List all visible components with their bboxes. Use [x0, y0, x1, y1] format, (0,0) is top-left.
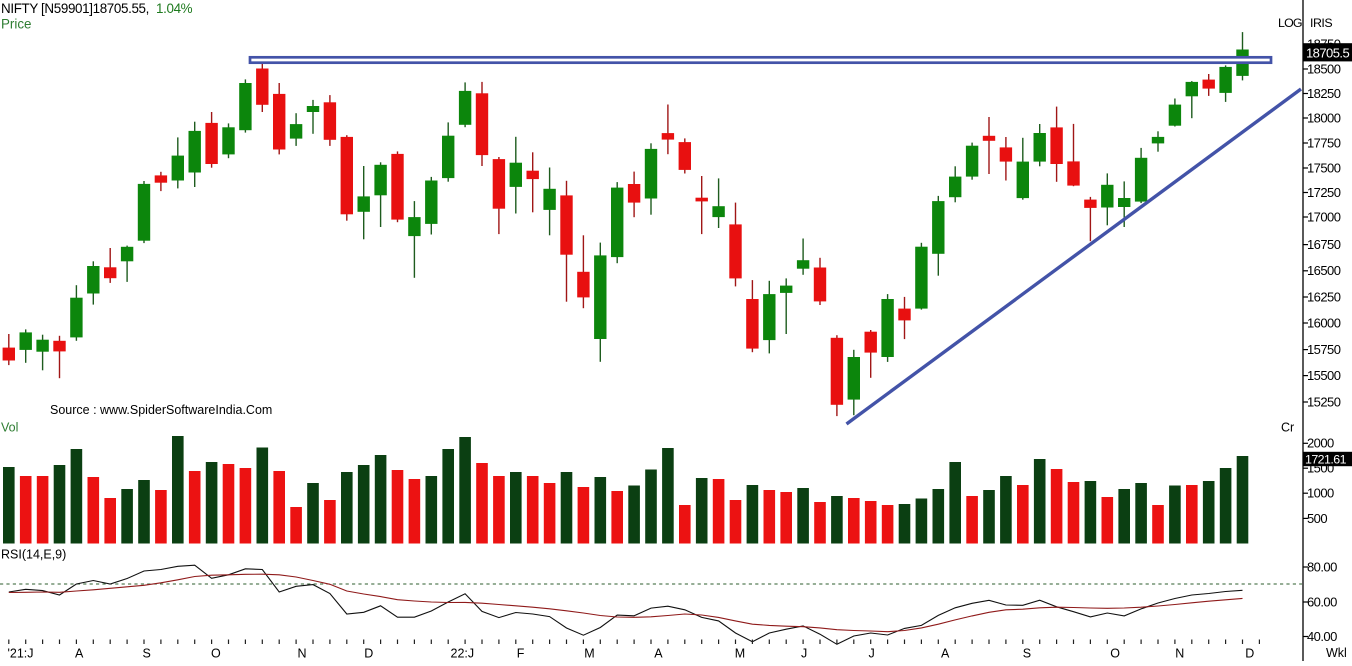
svg-text:Source : www.SpiderSoftwareInd: Source : www.SpiderSoftwareIndia.Com	[50, 403, 272, 417]
svg-text:D: D	[1245, 647, 1254, 661]
svg-text:NIFTY [N59901]18705.55,: NIFTY [N59901]18705.55,	[1, 1, 149, 16]
svg-text:1.04%: 1.04%	[156, 1, 193, 16]
svg-text:2000: 2000	[1307, 436, 1334, 451]
svg-text:'21:J: '21:J	[8, 647, 34, 661]
svg-text:17000: 17000	[1307, 209, 1341, 224]
svg-text:18705.5: 18705.5	[1306, 46, 1349, 61]
svg-text:17750: 17750	[1307, 135, 1341, 150]
svg-text:18500: 18500	[1307, 61, 1341, 76]
svg-text:S: S	[143, 647, 151, 661]
svg-text:1000: 1000	[1307, 486, 1334, 501]
svg-text:A: A	[654, 647, 663, 661]
svg-text:LOG: LOG	[1278, 16, 1302, 30]
svg-text:40.00: 40.00	[1307, 629, 1337, 644]
svg-text:17500: 17500	[1307, 160, 1341, 175]
svg-text:Wkl: Wkl	[1326, 646, 1347, 660]
svg-text:N: N	[298, 647, 307, 661]
svg-text:O: O	[1110, 647, 1120, 661]
svg-text:15250: 15250	[1307, 394, 1341, 409]
svg-text:16250: 16250	[1307, 289, 1341, 304]
svg-text:18000: 18000	[1307, 110, 1341, 125]
svg-text:M: M	[584, 647, 594, 661]
svg-text:15500: 15500	[1307, 368, 1341, 383]
svg-text:15750: 15750	[1307, 342, 1341, 357]
svg-text:Price: Price	[1, 17, 32, 32]
svg-text:500: 500	[1307, 511, 1327, 526]
svg-text:S: S	[1023, 647, 1031, 661]
svg-text:18250: 18250	[1307, 86, 1341, 101]
svg-text:16750: 16750	[1307, 237, 1341, 252]
svg-text:F: F	[517, 647, 525, 661]
svg-text:RSI(14,E,9): RSI(14,E,9)	[1, 548, 66, 562]
svg-text:22:J: 22:J	[451, 647, 475, 661]
svg-text:16000: 16000	[1307, 315, 1341, 330]
svg-text:M: M	[735, 647, 745, 661]
svg-text:16500: 16500	[1307, 263, 1341, 278]
svg-text:A: A	[941, 647, 950, 661]
svg-text:1721.61: 1721.61	[1305, 453, 1347, 467]
svg-text:A: A	[75, 647, 84, 661]
svg-text:60.00: 60.00	[1307, 594, 1337, 609]
svg-text:17250: 17250	[1307, 185, 1341, 200]
svg-text:J: J	[801, 647, 807, 661]
svg-text:Cr: Cr	[1281, 421, 1294, 435]
svg-text:IRIS: IRIS	[1310, 16, 1332, 30]
svg-text:80.00: 80.00	[1307, 559, 1337, 574]
svg-text:N: N	[1175, 647, 1184, 661]
svg-text:O: O	[211, 647, 221, 661]
svg-text:D: D	[364, 647, 373, 661]
svg-text:Vol: Vol	[1, 421, 18, 435]
svg-text:J: J	[869, 647, 875, 661]
